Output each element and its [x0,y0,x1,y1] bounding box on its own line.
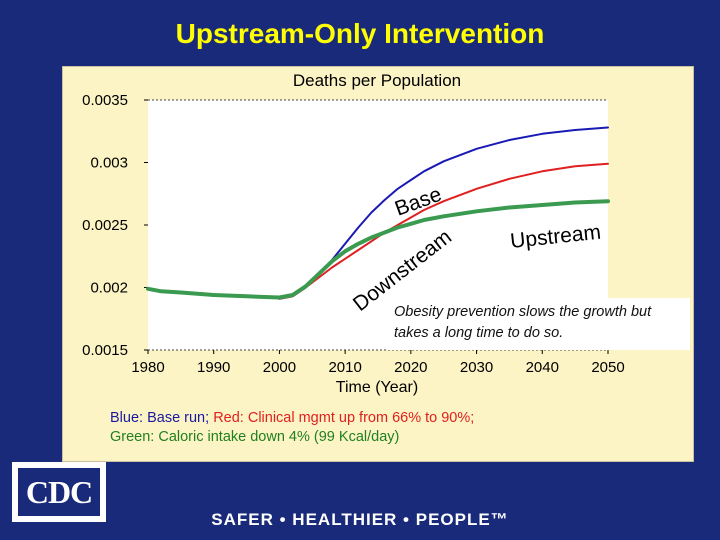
footer-bar [0,498,720,540]
x-tick-label: 2040 [526,359,559,376]
x-tick-label: 2010 [328,359,361,376]
caption-green: Green: Caloric intake down 4% (99 Kcal/d… [110,429,400,445]
y-tick-label: 0.0025 [82,217,128,234]
caption-blue: Blue: Base run; [110,410,210,426]
x-tick-label: 1980 [131,359,164,376]
footer-tagline: SAFER • HEALTHIER • PEOPLE™ [211,510,509,529]
y-tick-label: 0.0035 [82,92,128,109]
annotation-note: Obesity prevention slows the growth but … [388,298,690,350]
x-tick-label: 2030 [460,359,493,376]
series-line-green [146,199,610,300]
y-tick-label: 0.0015 [82,342,128,359]
y-tick-label: 0.003 [90,155,128,172]
chart-title: Deaths per Population [293,71,461,90]
slide-title: Upstream-Only Intervention [175,18,545,49]
cdc-logo-text: CDC [18,468,100,516]
cdc-logo: CDC [12,462,106,522]
x-tick-label: 1990 [197,359,230,376]
caption-red: Red: Clinical mgmt up from 66% to 90%; [213,410,475,426]
x-axis-label: Time (Year) [336,379,418,396]
x-tick-label: 2050 [591,359,624,376]
x-tick-label: 2020 [394,359,427,376]
x-tick-label: 2000 [263,359,296,376]
y-tick-label: 0.002 [90,280,128,297]
legend-caption: Blue: Base run; Red: Clinical mgmt up fr… [110,409,690,447]
